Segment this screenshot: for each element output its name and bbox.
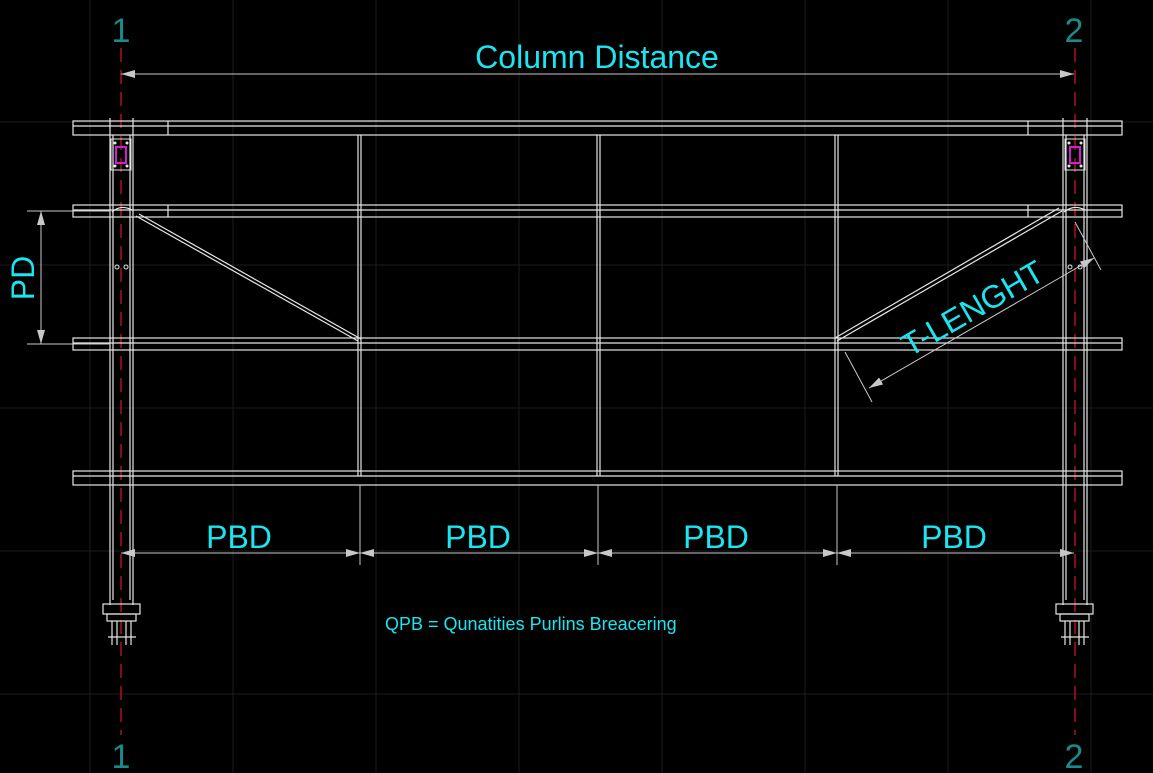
axis-label-right-top: 2 [1065, 12, 1084, 50]
column-distance-label: Column Distance [475, 39, 719, 75]
pd-label: PD [5, 256, 41, 300]
left-column [109, 118, 134, 605]
pbd-label-2: PBD [445, 519, 511, 555]
right-base-plate [1055, 603, 1094, 645]
pd-dimension [27, 210, 110, 345]
pbd-label-3: PBD [683, 519, 749, 555]
t-length-dimension [844, 221, 1102, 403]
vertical-struts [357, 135, 839, 476]
right-cap-plate [1064, 138, 1086, 171]
qpb-note: QPB = Qunatities Purlins Breacering [385, 614, 677, 634]
t-length-label: T-LENGHT [895, 253, 1050, 363]
left-base-plate [102, 603, 141, 645]
axis-label-right-bottom: 2 [1065, 738, 1084, 773]
axis-label-left-bottom: 1 [112, 738, 131, 773]
pbd-label-1: PBD [206, 519, 272, 555]
left-cap-plate [110, 138, 132, 171]
axis-label-left-top: 1 [112, 12, 131, 50]
purlin-1 [72, 120, 1123, 136]
pbd-dimension-line [121, 485, 1074, 565]
bolt-marks [114, 264, 1083, 270]
pbd-label-4: PBD [921, 519, 987, 555]
